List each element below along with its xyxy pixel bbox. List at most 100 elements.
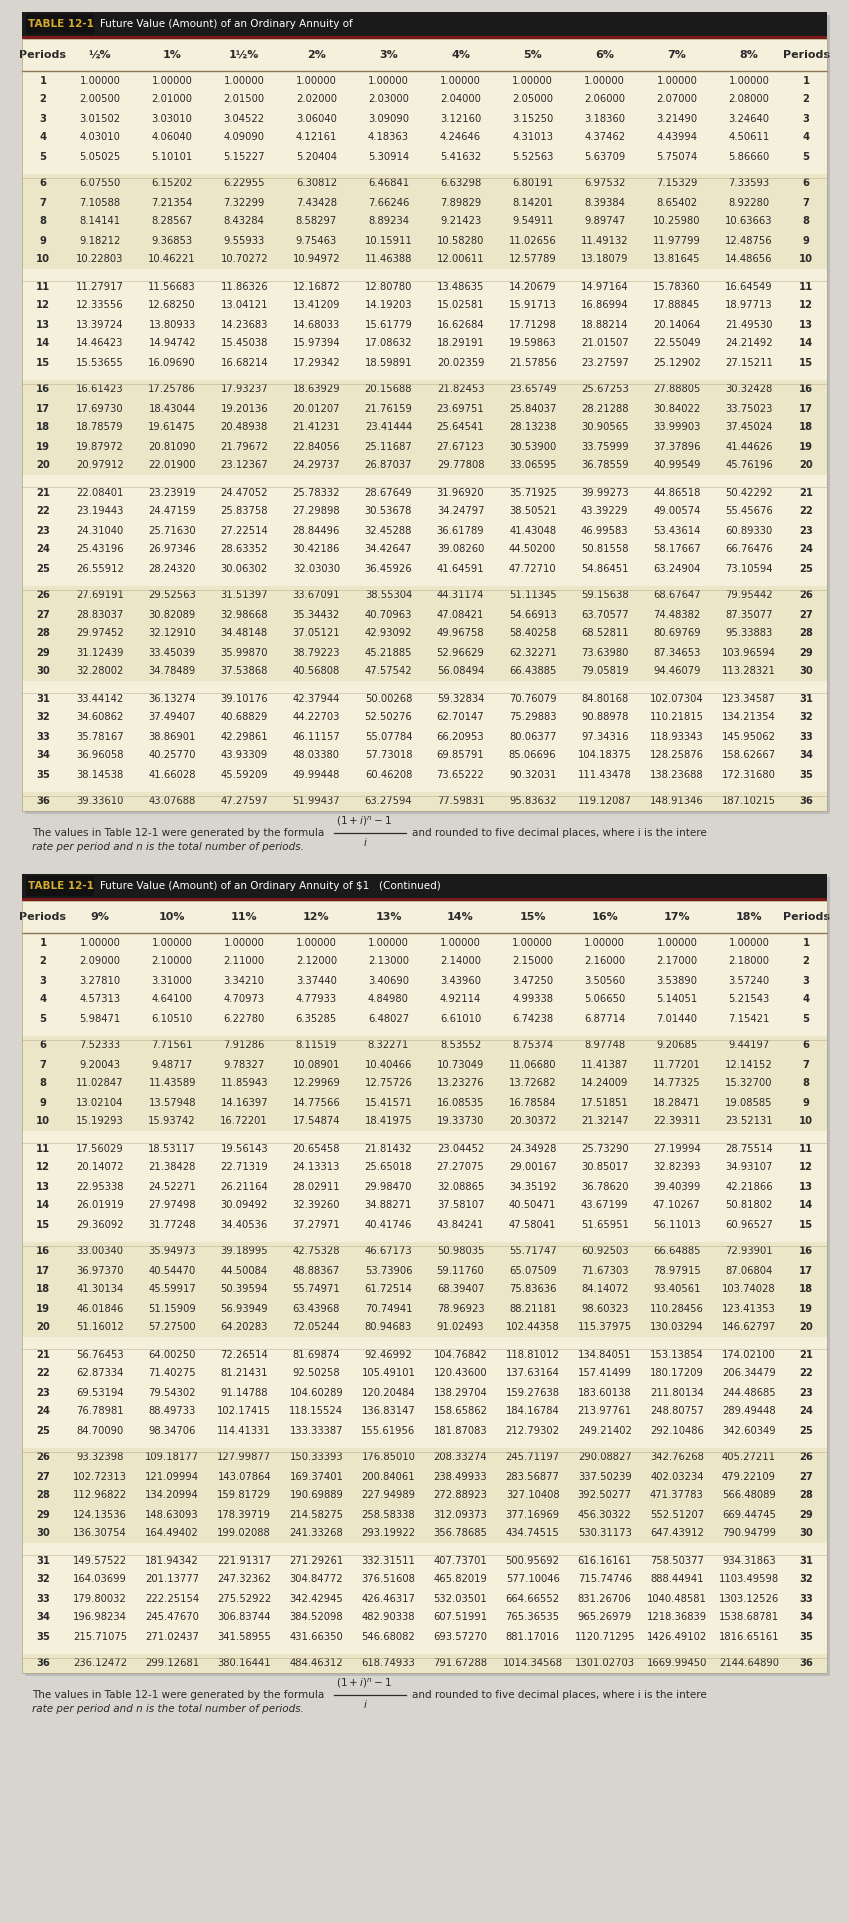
Text: 115.37975: 115.37975 [577,1323,632,1333]
Text: 37.05121: 37.05121 [293,629,340,638]
Text: 32.03030: 32.03030 [293,563,340,573]
Text: The values in Table 12-1 were generated by the formula: The values in Table 12-1 were generated … [32,1690,324,1700]
Text: 9.89747: 9.89747 [584,217,626,227]
Text: 47.57542: 47.57542 [364,667,413,677]
Text: 35.94973: 35.94973 [149,1246,196,1256]
Text: 104.60289: 104.60289 [290,1388,343,1398]
Text: 4.64100: 4.64100 [152,994,193,1004]
Text: 88.21181: 88.21181 [509,1304,556,1313]
Bar [22,129,827,146]
Text: 9.48717: 9.48717 [151,1060,193,1069]
Text: 37.27971: 37.27971 [292,1219,340,1229]
Text: 8.58297: 8.58297 [295,217,337,227]
Bar [22,381,827,398]
Text: 35: 35 [36,1631,50,1642]
Text: 24: 24 [799,1406,813,1417]
Text: 26: 26 [36,590,50,600]
Text: 8.43284: 8.43284 [224,217,265,227]
Text: 39.99273: 39.99273 [581,488,628,498]
Text: 3.04522: 3.04522 [223,113,265,123]
Text: 24: 24 [36,1406,50,1417]
Bar [22,1654,827,1673]
Bar [22,1056,827,1075]
Text: 27: 27 [799,610,812,619]
Text: 134.21354: 134.21354 [722,713,776,723]
Text: 80.94683: 80.94683 [365,1323,412,1333]
Text: 212.79302: 212.79302 [506,1425,559,1435]
Text: 73.10594: 73.10594 [725,563,773,573]
Text: 3: 3 [802,975,809,985]
Bar [22,1158,827,1177]
Text: 1.00000: 1.00000 [728,938,769,948]
Bar [25,877,830,1677]
Text: 6.87714: 6.87714 [584,1013,626,1023]
Text: 79.54302: 79.54302 [149,1388,196,1398]
Bar [22,296,827,315]
Text: 180.17209: 180.17209 [650,1369,704,1379]
Text: 299.12681: 299.12681 [145,1658,200,1669]
Text: 7.15329: 7.15329 [656,179,698,188]
Text: 32.98668: 32.98668 [221,610,268,619]
Text: 342.42945: 342.42945 [290,1594,343,1604]
Text: 10.15911: 10.15911 [364,235,413,246]
Text: 145.95062: 145.95062 [722,731,776,742]
Text: 14.24009: 14.24009 [581,1079,628,1088]
Text: 121.09994: 121.09994 [145,1471,200,1481]
Text: 407.73701: 407.73701 [434,1556,487,1565]
Text: 60.89330: 60.89330 [725,525,773,535]
Text: 95.33883: 95.33883 [725,629,773,638]
Text: Periods: Periods [20,912,66,921]
Text: 47.58041: 47.58041 [509,1219,556,1229]
Text: 11.97799: 11.97799 [653,235,700,246]
Text: 164.03699: 164.03699 [73,1575,127,1585]
Text: 7: 7 [40,1060,47,1069]
Text: 17.88845: 17.88845 [653,300,700,310]
Text: 69.85791: 69.85791 [436,750,485,760]
Text: 40.41746: 40.41746 [365,1219,412,1229]
Text: 38.14538: 38.14538 [76,769,124,779]
Text: 25: 25 [36,563,50,573]
Bar [22,1383,827,1402]
Text: The values in Table 12-1 were generated by the formula: The values in Table 12-1 were generated … [32,829,324,838]
Text: 71.40275: 71.40275 [149,1369,196,1379]
Text: 50.00268: 50.00268 [365,694,412,704]
Text: 8.11519: 8.11519 [295,1040,337,1050]
Text: 9: 9 [802,1098,809,1108]
Text: 32.28002: 32.28002 [76,667,124,677]
Text: 91.14788: 91.14788 [221,1388,268,1398]
Text: 52.96629: 52.96629 [436,648,485,658]
Text: 63.70577: 63.70577 [581,610,628,619]
Text: 56.08494: 56.08494 [437,667,484,677]
Text: 4.03010: 4.03010 [80,133,121,142]
Bar [22,1092,827,1111]
Text: 5.15227: 5.15227 [223,152,265,162]
Text: 45.76196: 45.76196 [725,460,773,471]
Text: 50.81802: 50.81802 [725,1200,773,1210]
Text: 293.19922: 293.19922 [362,1529,415,1538]
Text: 85.06696: 85.06696 [509,750,556,760]
Text: 24.31040: 24.31040 [76,525,124,535]
Text: 332.31511: 332.31511 [362,1556,415,1565]
Text: 78.97915: 78.97915 [653,1265,700,1275]
Text: 17.29342: 17.29342 [293,358,340,367]
Text: 1.00000: 1.00000 [80,75,121,85]
Text: 143.07864: 143.07864 [217,1471,271,1481]
Text: 41.64591: 41.64591 [436,563,485,573]
Text: 11.27917: 11.27917 [76,281,124,292]
Text: 16.78584: 16.78584 [509,1098,556,1108]
Text: 2.10000: 2.10000 [152,956,193,967]
Text: 31.51397: 31.51397 [221,590,268,600]
Text: 21.82453: 21.82453 [436,385,484,394]
Bar [22,1608,827,1627]
Text: 40.70963: 40.70963 [365,610,412,619]
Text: 51.16012: 51.16012 [76,1323,124,1333]
Text: 17: 17 [799,1265,813,1275]
Text: 32.12910: 32.12910 [149,629,196,638]
Text: 25: 25 [799,563,813,573]
Bar [22,1111,827,1131]
Text: 1½%: 1½% [229,50,260,60]
Text: 10.22803: 10.22803 [76,254,124,265]
Text: 1301.02703: 1301.02703 [575,1658,635,1669]
Text: TABLE 12-1: TABLE 12-1 [28,881,94,890]
Text: 2%: 2% [306,50,326,60]
